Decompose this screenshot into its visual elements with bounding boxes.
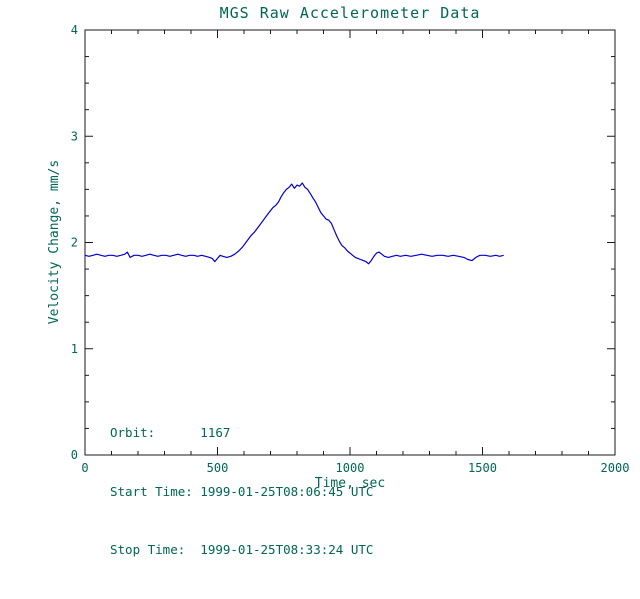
- y-tick-label: 0: [71, 448, 78, 462]
- stop-time-annotation: Stop Time: 1999-01-25T08:33:24 UTC: [110, 542, 374, 557]
- annotation-block: Orbit: 1167 Start Time: 1999-01-25T08:06…: [110, 384, 373, 599]
- x-tick-label: 0: [81, 461, 88, 475]
- chart-title: MGS Raw Accelerometer Data: [219, 4, 481, 22]
- accelerometer-chart: 0 500 1000 1500 2000 0 1 2 3 4 MGS Raw Accelerome…: [47, 4, 630, 557]
- x-axis-label: Time, sec: [314, 476, 386, 491]
- x-tick-label: 500: [207, 461, 229, 475]
- x-tick-label: 1500: [468, 461, 497, 475]
- x-tick-label: 2000: [601, 461, 630, 475]
- orbit-annotation: Orbit: 1167: [110, 425, 231, 440]
- y-tick-label: 2: [71, 236, 78, 250]
- x-tick-label: 1000: [336, 461, 365, 475]
- y-tick-label: 1: [71, 342, 78, 356]
- data-line: [84, 182, 504, 265]
- start-time-annotation: Start Time: 1999-01-25T08:06:45 UTC: [110, 483, 374, 499]
- y-axis-label: Velocity Change, mm/s: [47, 159, 62, 325]
- plot-area: 0 500 1000 1500 2000 0 1 2 3 4: [71, 23, 630, 475]
- y-tick-label: 4: [71, 23, 78, 37]
- y-tick-label: 3: [71, 129, 78, 143]
